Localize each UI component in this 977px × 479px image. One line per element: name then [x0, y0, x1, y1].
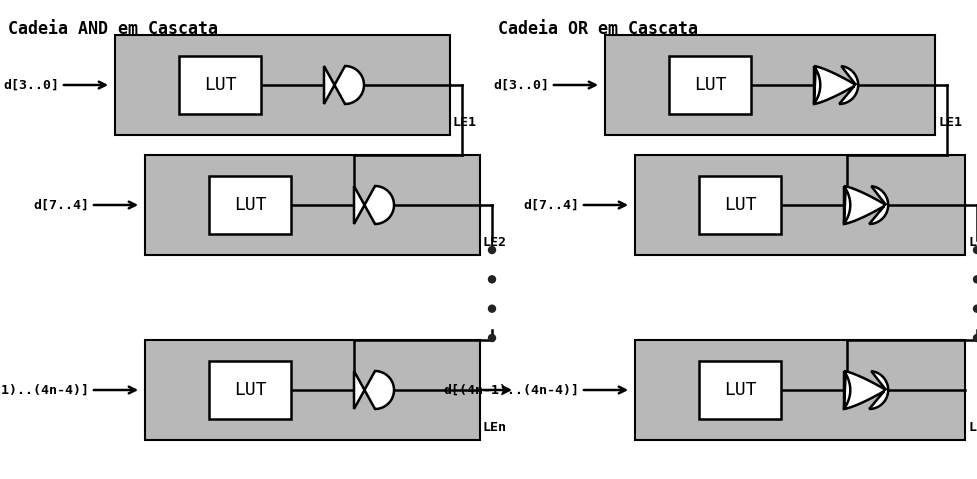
Text: LUT: LUT: [724, 381, 756, 399]
Circle shape: [973, 276, 977, 283]
Text: LE1: LE1: [453, 116, 477, 129]
Bar: [209, 176, 291, 234]
Circle shape: [488, 247, 495, 253]
Circle shape: [488, 334, 495, 342]
Polygon shape: [324, 66, 364, 104]
Text: Cadeia AND em Cascata: Cadeia AND em Cascata: [8, 20, 218, 38]
Text: Cadeia OR em Cascata: Cadeia OR em Cascata: [498, 20, 698, 38]
Circle shape: [488, 276, 495, 283]
Text: LUT: LUT: [724, 196, 756, 214]
Text: LUT: LUT: [203, 76, 236, 94]
Text: d[3..0]: d[3..0]: [3, 79, 59, 91]
Text: LEn: LEn: [968, 421, 977, 434]
Text: d[7..4]: d[7..4]: [33, 198, 89, 212]
Polygon shape: [354, 371, 394, 409]
Circle shape: [973, 334, 977, 342]
Polygon shape: [814, 66, 858, 104]
Bar: [635, 340, 965, 440]
Text: d[(4n-1)..(4n-4)]: d[(4n-1)..(4n-4)]: [0, 384, 89, 397]
Circle shape: [973, 247, 977, 253]
Bar: [209, 361, 291, 419]
Text: LUT: LUT: [234, 196, 267, 214]
Bar: [699, 361, 781, 419]
Polygon shape: [844, 186, 888, 224]
Circle shape: [488, 305, 495, 312]
Text: LE1: LE1: [938, 116, 962, 129]
Text: LEn: LEn: [483, 421, 507, 434]
Text: LUT: LUT: [234, 381, 267, 399]
Bar: [669, 56, 751, 114]
Text: d[7..4]: d[7..4]: [523, 198, 579, 212]
Bar: [699, 176, 781, 234]
Text: LUT: LUT: [694, 76, 726, 94]
Polygon shape: [844, 371, 888, 409]
Circle shape: [973, 305, 977, 312]
Bar: [179, 56, 261, 114]
Text: d[3..0]: d[3..0]: [493, 79, 549, 91]
Bar: [145, 340, 480, 440]
Bar: [115, 35, 450, 135]
Text: LE2: LE2: [968, 236, 977, 249]
Text: d[(4n-1)..(4n-4)]: d[(4n-1)..(4n-4)]: [443, 384, 579, 397]
Bar: [145, 155, 480, 255]
Polygon shape: [354, 186, 394, 224]
Text: LE2: LE2: [483, 236, 507, 249]
Bar: [635, 155, 965, 255]
Bar: [605, 35, 935, 135]
